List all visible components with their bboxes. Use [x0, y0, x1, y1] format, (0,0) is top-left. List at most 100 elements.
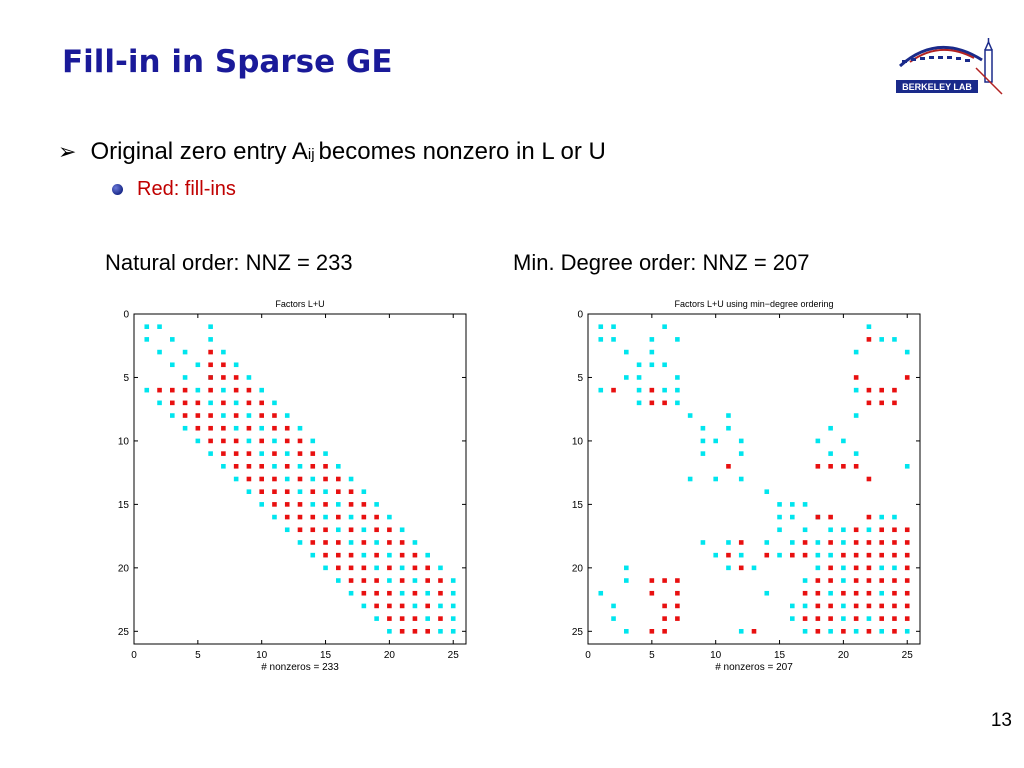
- matrix-entry-point: [828, 590, 833, 596]
- x-tick-label: 5: [195, 650, 201, 661]
- matrix-entry-point: [815, 514, 821, 520]
- matrix-entry-point: [374, 616, 379, 621]
- matrix-entry-point: [687, 413, 693, 418]
- matrix-entry-point: [374, 514, 379, 520]
- matrix-entry-point: [284, 476, 290, 482]
- matrix-entry-point: [598, 337, 604, 342]
- matrix-entry-point: [399, 578, 405, 583]
- matrix-entry-point: [662, 616, 667, 621]
- matrix-entry-point: [675, 603, 680, 609]
- matrix-entry-point: [272, 400, 277, 406]
- matrix-entry-point: [828, 514, 833, 520]
- matrix-entry-point: [841, 616, 846, 621]
- y-tick-label: 15: [572, 500, 584, 511]
- matrix-entry-point: [399, 603, 405, 609]
- matrix-entry-point: [866, 540, 872, 545]
- matrix-entry-point: [777, 552, 782, 558]
- matrix-entry-point: [170, 413, 175, 418]
- matrix-entry-point: [348, 552, 354, 558]
- matrix-entry-point: [675, 375, 680, 380]
- x-axis-label: # nonzeros = 207: [715, 662, 793, 673]
- matrix-entry-point: [221, 362, 226, 368]
- matrix-entry-point: [399, 616, 405, 621]
- matrix-entry-point: [208, 400, 213, 406]
- matrix-entry-point: [611, 387, 616, 393]
- matrix-entry-point: [208, 413, 213, 418]
- y-tick-label: 20: [118, 563, 130, 574]
- matrix-entry-point: [841, 540, 846, 545]
- matrix-entry-point: [853, 413, 859, 418]
- matrix-entry-point: [387, 578, 392, 583]
- matrix-entry-point: [866, 476, 872, 482]
- matrix-entry-point: [323, 451, 328, 456]
- x-tick-label: 20: [384, 650, 396, 661]
- matrix-entry-point: [866, 324, 872, 329]
- matrix-entry-point: [853, 629, 859, 634]
- matrix-entry-point: [374, 590, 379, 596]
- matrix-entry-point: [336, 527, 341, 533]
- matrix-entry-point: [221, 438, 226, 444]
- matrix-entry-point: [284, 489, 290, 494]
- matrix-entry-point: [841, 464, 846, 469]
- matrix-entry-point: [853, 451, 859, 456]
- matrix-entry-point: [259, 489, 264, 494]
- matrix-entry-point: [246, 387, 252, 393]
- matrix-entry-point: [259, 400, 264, 406]
- matrix-entry-point: [624, 565, 629, 571]
- matrix-entry-point: [892, 629, 897, 634]
- matrix-entry-point: [841, 565, 846, 571]
- tower-icon: [984, 38, 993, 83]
- page-number: 13: [990, 710, 1012, 731]
- matrix-entry-point: [361, 603, 367, 609]
- matrix-entry-point: [624, 578, 629, 583]
- matrix-entry-point: [841, 603, 846, 609]
- matrix-entry-point: [323, 489, 328, 494]
- y-tick-label: 15: [118, 500, 130, 511]
- matrix-entry-point: [182, 425, 188, 431]
- x-tick-label: 25: [448, 650, 460, 661]
- matrix-entry-point: [348, 578, 354, 583]
- matrix-entry-point: [687, 476, 693, 482]
- matrix-entry-point: [790, 616, 795, 621]
- matrix-entry-point: [713, 552, 718, 558]
- y-tick-label: 0: [577, 310, 583, 321]
- matrix-entry-point: [904, 629, 910, 634]
- matrix-entry-point: [866, 565, 872, 571]
- matrix-entry-point: [662, 387, 667, 393]
- matrix-entry-point: [438, 603, 443, 609]
- matrix-entry-point: [246, 375, 252, 380]
- matrix-entry-point: [802, 603, 808, 609]
- matrix-entry-point: [233, 464, 239, 469]
- matrix-entry-point: [879, 565, 884, 571]
- matrix-entry-point: [272, 476, 277, 482]
- matrix-entry-point: [662, 400, 667, 406]
- matrix-entry-point: [221, 425, 226, 431]
- bullet-main-subscript: ij: [307, 146, 315, 163]
- matrix-entry-point: [144, 387, 150, 393]
- x-tick-label: 15: [320, 650, 332, 661]
- matrix-entry-point: [892, 565, 897, 571]
- x-axis-label: # nonzeros = 233: [261, 662, 339, 673]
- plot-frame: [587, 313, 921, 645]
- matrix-entry-point: [259, 387, 264, 393]
- matrix-entry-point: [815, 464, 821, 469]
- matrix-entry-point: [182, 400, 188, 406]
- x-tick-label: 15: [774, 650, 786, 661]
- logo-text: BERKELEY LAB: [902, 82, 972, 92]
- matrix-entry-point: [259, 413, 264, 418]
- matrix-entry-point: [399, 629, 405, 634]
- matrix-entry-point: [828, 578, 833, 583]
- caption-min-degree: Min. Degree order: NNZ = 207: [513, 250, 810, 275]
- matrix-entry-point: [425, 590, 430, 596]
- matrix-entry-point: [675, 616, 680, 621]
- matrix-entry-point: [828, 552, 833, 558]
- matrix-entry-point: [879, 387, 884, 393]
- matrix-entry-point: [425, 552, 430, 558]
- matrix-entry-point: [310, 514, 316, 520]
- matrix-entry-point: [450, 603, 456, 609]
- matrix-entry-point: [208, 362, 213, 368]
- matrix-entry-point: [450, 629, 456, 634]
- matrix-entry-point: [284, 502, 290, 507]
- matrix-entry-point: [624, 349, 629, 355]
- matrix-entry-point: [892, 603, 897, 609]
